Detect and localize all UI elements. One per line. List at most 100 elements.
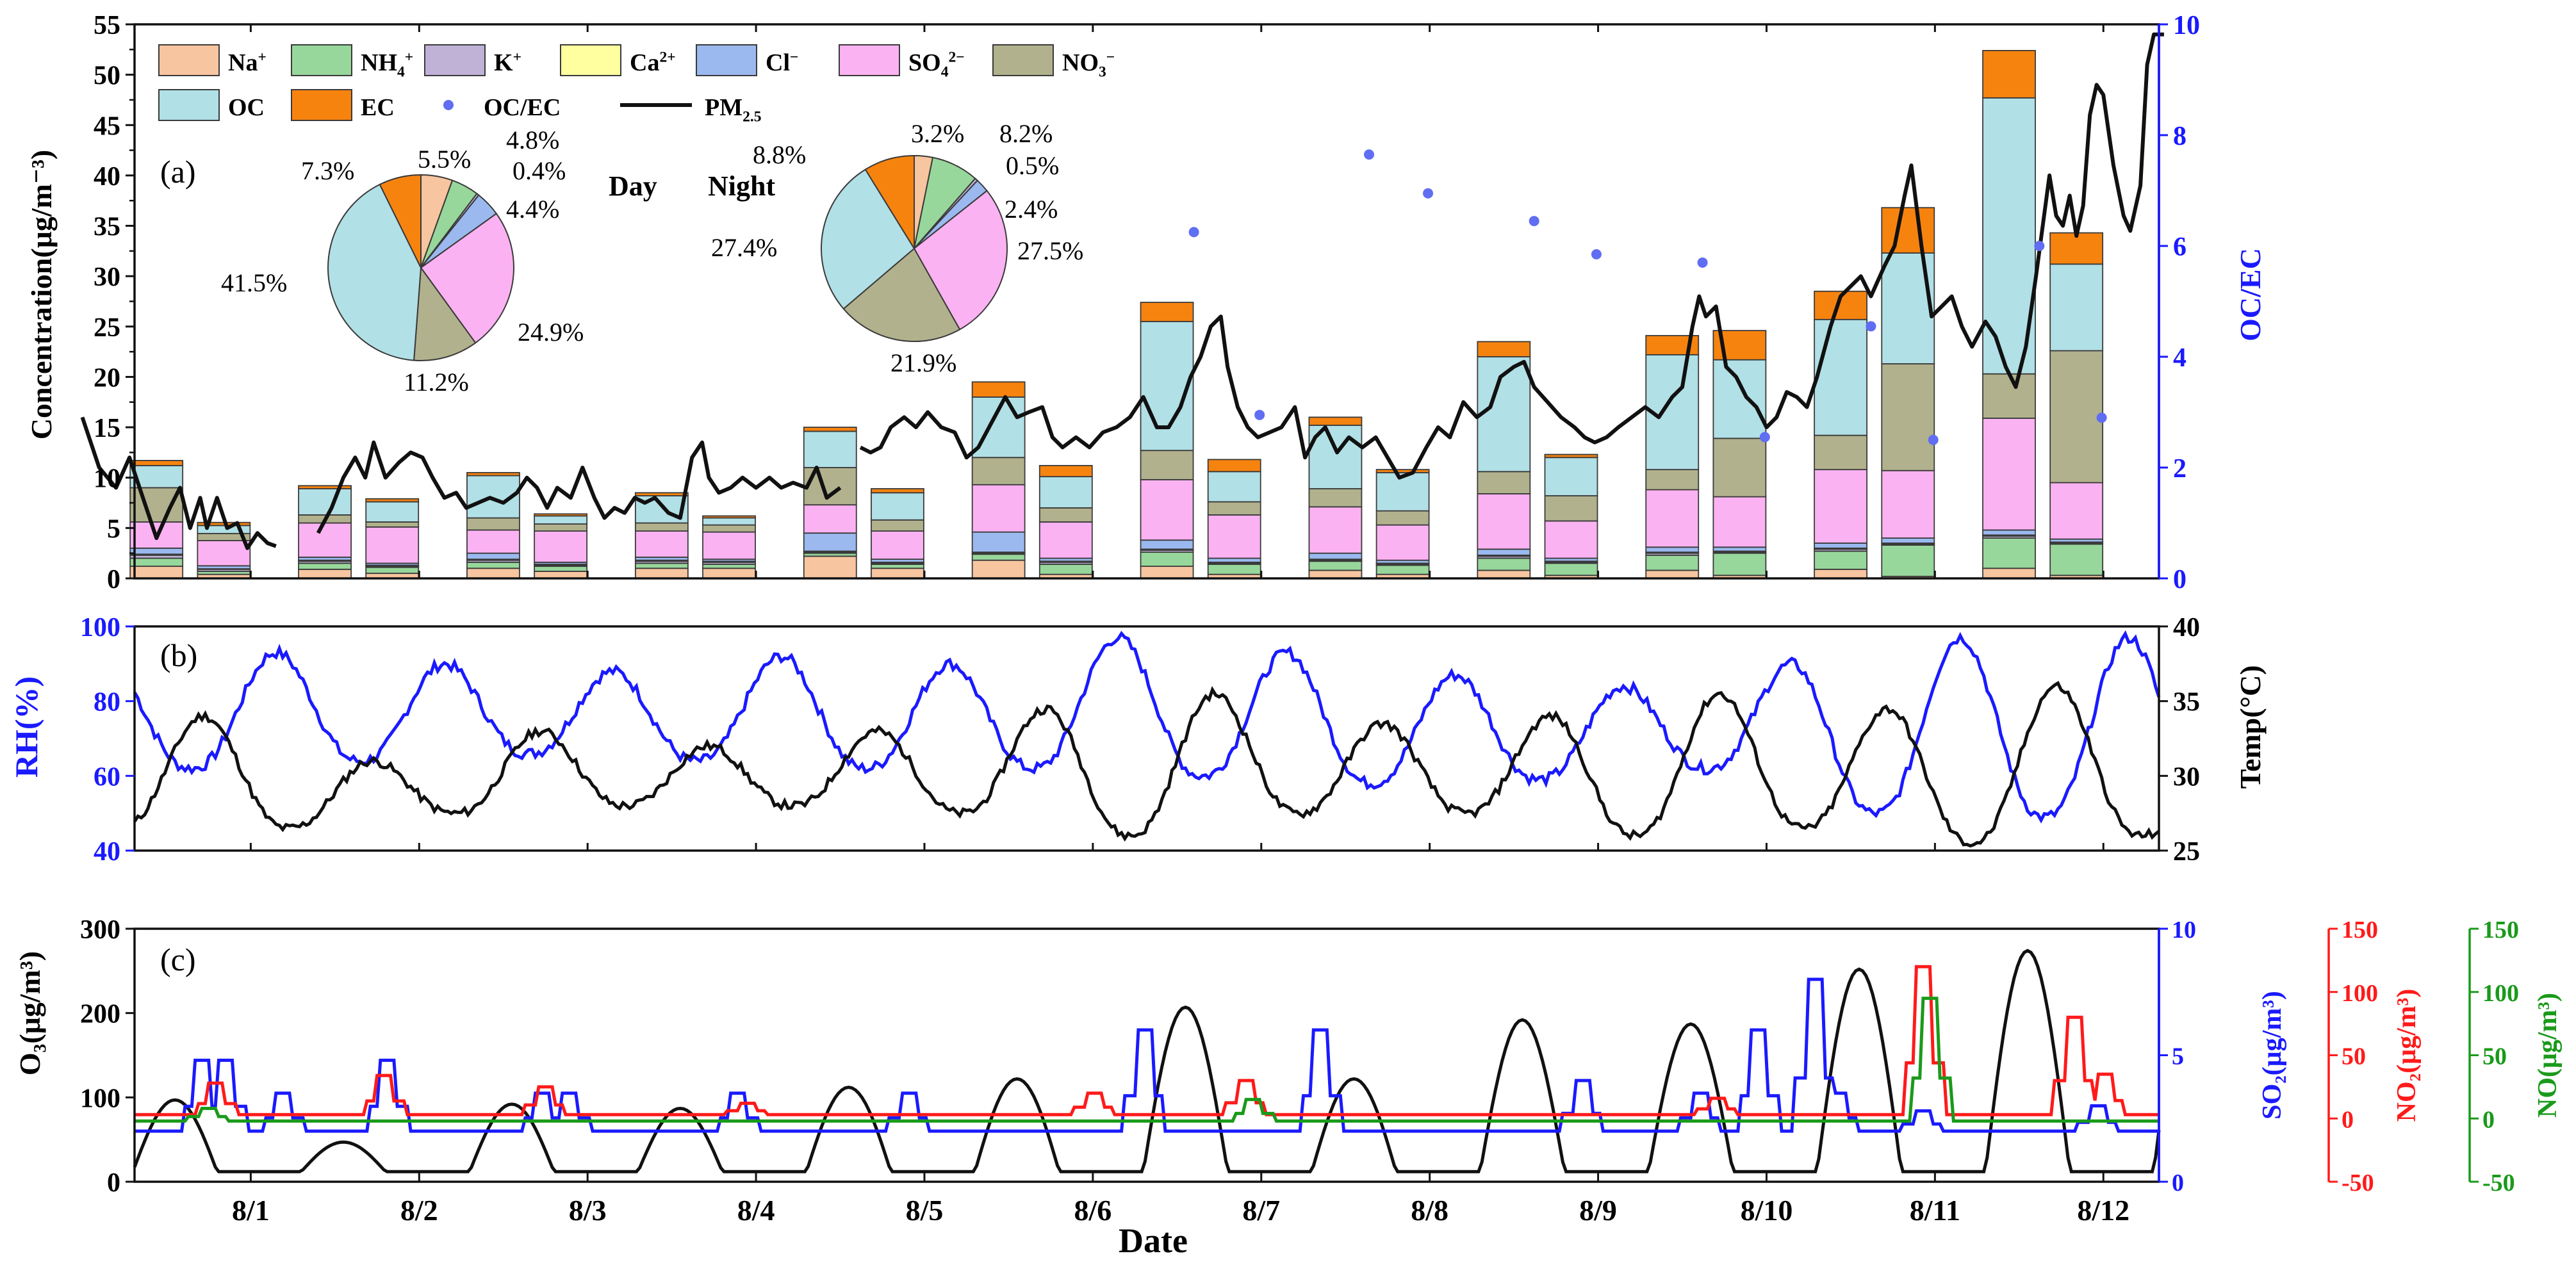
y-tick-label-b: 100 — [80, 613, 120, 642]
pie-label-day-EC: 7.3% — [301, 156, 354, 185]
bar-segment-SO4-3 — [365, 526, 420, 564]
bar-segment-NH4-19 — [1712, 552, 1767, 576]
bar-segment-NO3-5 — [534, 523, 588, 532]
bar-segment-Cl-8 — [803, 532, 857, 552]
bar-segment-NH4-13 — [1207, 564, 1261, 575]
bar-segment-NO3-11 — [1038, 507, 1093, 523]
bar-segment-SO4-18 — [1645, 489, 1700, 548]
x-tick-label: 8/6 — [1074, 1194, 1112, 1227]
pie-slice-night-EC — [864, 154, 915, 251]
pie-label-night-NO3: 21.9% — [890, 348, 956, 377]
pie-label-day-Na: 5.5% — [418, 145, 471, 174]
bar-segment-Cl-21 — [1881, 537, 1935, 544]
y-tick-label-b: 60 — [94, 762, 120, 792]
ocec-points — [1188, 149, 2107, 445]
pie-label-day-Cl: 4.4% — [506, 195, 559, 224]
pie-title-day: Day — [609, 170, 657, 202]
y-tick-label-a: 50 — [94, 61, 120, 91]
y-tick-label-a: 20 — [94, 363, 120, 393]
bar-segment-Cl-13 — [1207, 557, 1261, 563]
temp-line — [133, 681, 2160, 848]
legend-swatch-Na — [158, 44, 220, 76]
pie-label-day-NO3: 11.2% — [404, 368, 469, 396]
bar-segment-OC-9 — [871, 492, 924, 521]
bar-segment-EC-5 — [534, 513, 588, 517]
pie-label-night-NH4: 8.2% — [999, 119, 1053, 148]
ocec-point-7 — [1759, 432, 1770, 443]
x-tick-label: 8/7 — [1242, 1194, 1280, 1227]
extra-axis-tick-label-1: 50 — [2342, 1043, 2366, 1070]
y2-tick-label-a: 4 — [2173, 343, 2186, 373]
bar-segment-EC-7 — [702, 515, 756, 519]
y2-tick-label-a: 2 — [2173, 454, 2186, 484]
y-tick-label-c: 0 — [107, 1168, 120, 1198]
bar-segment-NO3-10 — [971, 457, 1026, 486]
y-tick-label-a: 25 — [94, 313, 120, 343]
legend-label-pm: PM2.5 — [705, 94, 762, 126]
legend-swatch-EC — [291, 89, 352, 121]
bar-segment-Cl-22 — [1982, 529, 2036, 536]
x-tick-label: 8/3 — [569, 1194, 607, 1227]
legend-label-EC: EC — [361, 94, 395, 121]
panel-b-y2label: Temp(°C) — [2234, 665, 2267, 788]
legend-label-OC: OC — [228, 94, 265, 121]
pie-label-night-SO4: 27.5% — [1017, 236, 1083, 265]
pie-label-night-Cl: 2.4% — [1005, 195, 1058, 224]
bar-segment-SO4-13 — [1207, 514, 1261, 559]
no2-line — [135, 965, 2159, 1116]
y-tick-label-b: 80 — [94, 688, 120, 717]
x-tick-label: 8/5 — [906, 1194, 944, 1227]
bar-segment-Cl-14 — [1308, 552, 1363, 560]
bar-segment-SO4-1 — [197, 540, 251, 567]
x-tick-label: 8/8 — [1411, 1194, 1448, 1227]
ocec-point-9 — [1928, 434, 1939, 445]
pie-slice-night-SO4 — [913, 190, 1008, 331]
pie-label-day-SO4: 24.9% — [518, 318, 584, 347]
bar-segment-EC-0 — [129, 460, 184, 466]
bar-segment-Cl-20 — [1814, 543, 1868, 549]
ocec-point-2 — [1364, 149, 1375, 160]
pie-charts: 5.5% 4.8%0.4% 4.4% 24.9% 11.2% 41.5% 7.3% Day 3.… — [221, 119, 1083, 396]
panel-a: 0 5 10 15 20 25 30 35 40 45 50 55 0 2 4 6 8 10 Na+ NH4+ K+ C… — [25, 11, 2267, 594]
bar-segment-SO4-6 — [634, 530, 689, 558]
panel-b-label: (b) — [160, 637, 197, 673]
legend-swatch-Ca — [560, 44, 621, 76]
bar-segment-Na-22 — [1982, 567, 2036, 579]
y-tick-label-a: 5 — [107, 514, 120, 544]
bar-segment-NO3-19 — [1712, 437, 1767, 498]
pie-label-day-NH4: 4.8% — [506, 126, 559, 154]
bar-segment-EC-17 — [1544, 453, 1598, 459]
extra-axis-label-1: NO₂(μg/m³) — [2392, 989, 2422, 1122]
bar-segment-EC-16 — [1477, 341, 1531, 357]
bar-segment-Cl-16 — [1477, 548, 1531, 556]
legend-swatch-K — [424, 44, 486, 76]
x-tick-label: 8/4 — [737, 1194, 775, 1227]
panel-a-ylabel: Concentration(μg/m⁻³) — [25, 150, 58, 440]
legend-swatch-NO3 — [992, 44, 1054, 76]
extra-axis-tick-label-0: 0 — [2172, 1170, 2184, 1196]
bar-segment-NO3-9 — [871, 519, 924, 532]
legend-label-K: K+ — [494, 49, 521, 76]
rh-line — [133, 630, 2161, 824]
ocec-point-10 — [2034, 241, 2045, 251]
bar-segment-OC-11 — [1038, 476, 1093, 509]
y-tick-label-a: 40 — [94, 162, 120, 192]
extra-axis-tick-label-1: 0 — [2342, 1106, 2354, 1133]
bar-segment-NH4-23 — [2049, 543, 2104, 576]
y2-tick-label-b: 30 — [2173, 762, 2200, 792]
extra-axis-tick-label-0: 5 — [2172, 1043, 2184, 1070]
y-tick-label-a: 30 — [94, 263, 120, 292]
bar-segment-SO4-16 — [1477, 493, 1531, 550]
extra-axis-tick-label-2: 150 — [2482, 917, 2519, 943]
bar-segment-Na-4 — [466, 567, 520, 579]
panel-c-ylabel: O₃(μg/m³) — [13, 951, 46, 1075]
y2-tick-label-b: 25 — [2173, 837, 2200, 867]
panel-a-label: (a) — [160, 154, 196, 190]
stacked-bars — [129, 49, 2104, 579]
pie-slice-day-NO3 — [413, 266, 477, 361]
y2-tick-label-a: 0 — [2173, 565, 2186, 594]
pie-slice-night-NO3 — [842, 247, 961, 342]
bar-segment-SO4-4 — [466, 529, 520, 554]
bar-segment-NO3-20 — [1814, 434, 1868, 471]
bar-segment-Cl-0 — [129, 547, 184, 555]
